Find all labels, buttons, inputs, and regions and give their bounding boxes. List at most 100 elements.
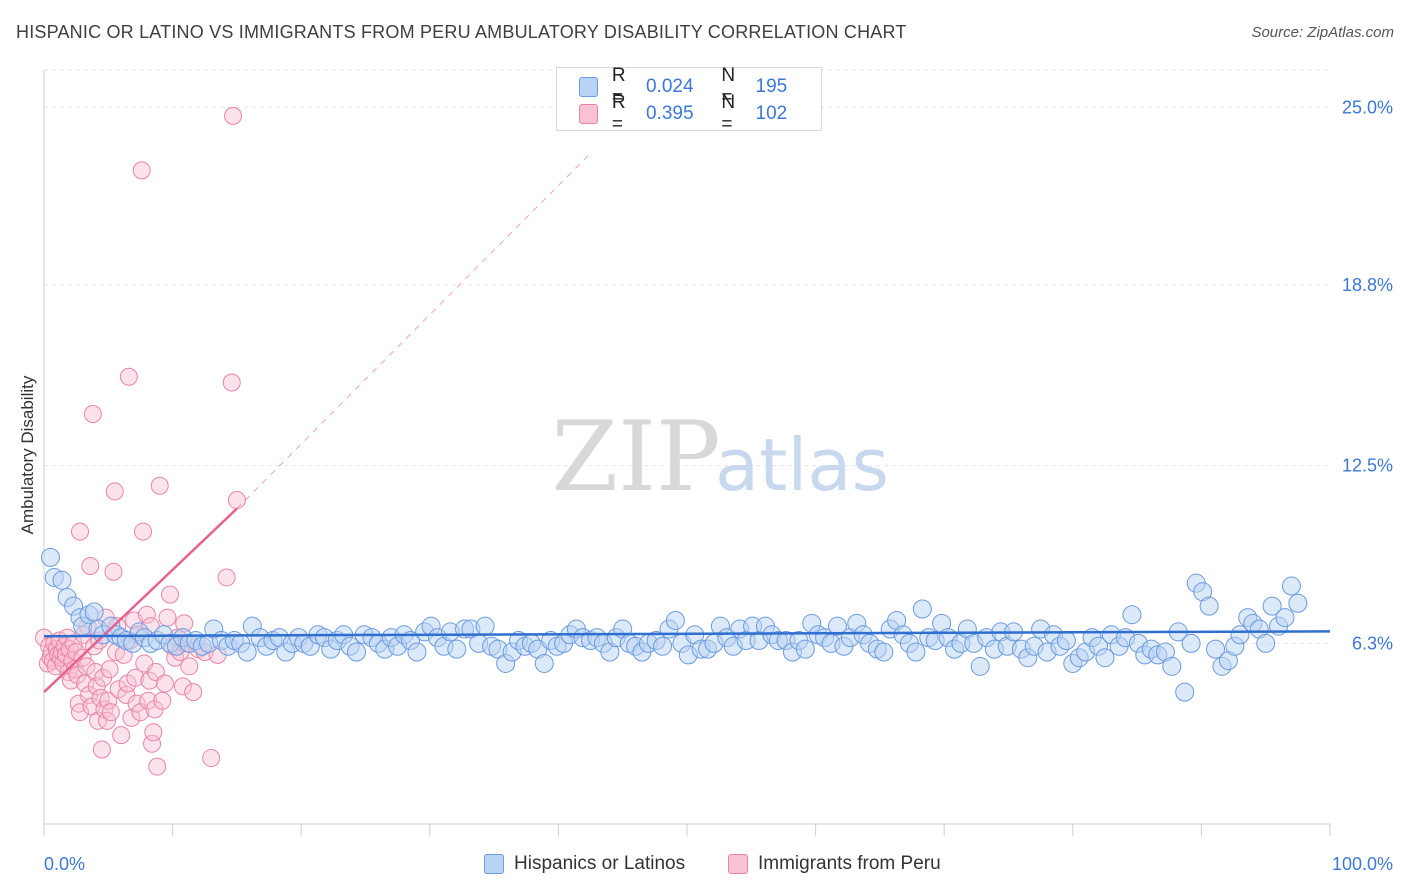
data-point-peru: [132, 161, 151, 180]
data-point-hispanic: [1175, 682, 1195, 702]
bottom-legend-label-hispanics: Hispanics or Latinos: [514, 853, 686, 874]
y-tick-label: 25.0%: [1342, 97, 1393, 117]
data-point-hispanic: [52, 570, 72, 590]
data-point-hispanic: [970, 656, 990, 676]
legend-row-peru: R = 0.395 N = 102: [579, 92, 821, 135]
legend-swatch-blue: [579, 77, 598, 97]
legend-n-value: 195: [755, 76, 788, 97]
legend-n-label: N =: [721, 65, 736, 108]
correlation-legend: R = 0.024 N = 195 R = 0.395 N = 102: [556, 65, 822, 135]
watermark-zip: ZIP: [551, 401, 720, 513]
tick-labels: 6.3% 12.5% 18.8% 25.0% 0.0% 100.0%: [44, 97, 1393, 874]
data-point-peru: [150, 476, 169, 495]
data-point-peru: [81, 556, 100, 575]
data-point-peru: [224, 106, 243, 125]
legend-r-value: 0.395: [645, 103, 694, 124]
data-point-peru: [101, 703, 120, 722]
data-point-peru: [148, 757, 167, 776]
data-point-peru: [105, 482, 124, 501]
legend-r-label: R =: [611, 92, 626, 135]
trend-line-peru: [43, 507, 238, 694]
data-point-hispanic: [407, 642, 427, 662]
data-point-peru: [112, 726, 131, 745]
source-credit: Source: ZipAtlas.com: [1251, 24, 1394, 41]
y-tick-label: 12.5%: [1342, 456, 1393, 476]
data-point-hispanic: [795, 639, 815, 659]
data-point-peru: [222, 373, 241, 392]
data-point-hispanic: [1122, 605, 1142, 625]
data-point-hispanic: [237, 642, 257, 662]
data-point-peru: [227, 491, 246, 510]
data-point-hispanic: [1275, 608, 1295, 628]
data-point-hispanic: [906, 642, 926, 662]
bottom-legend-hispanics: Hispanics or Latinos: [484, 852, 685, 876]
data-point-peru: [71, 522, 90, 541]
data-point-hispanic: [1262, 596, 1282, 616]
watermark-atlas: atlas: [715, 423, 889, 507]
bottom-legend-swatch-pink: [728, 854, 748, 874]
data-point-peru: [98, 711, 117, 730]
data-point-hispanic: [447, 639, 467, 659]
data-point-hispanic: [40, 547, 60, 567]
trend-lines: [43, 152, 1331, 694]
data-point-peru: [71, 703, 90, 722]
bottom-legend-swatch-blue: [484, 854, 504, 874]
data-point-peru: [99, 691, 118, 710]
y-axis-label: Ambulatory Disability: [18, 375, 37, 535]
legend-row-hispanics: R = 0.024 N = 195: [579, 65, 821, 108]
data-point-hispanic: [1230, 625, 1250, 645]
axes: [43, 70, 1331, 836]
data-point-hispanic: [475, 616, 495, 636]
data-point-peru: [92, 740, 111, 759]
data-point-peru: [217, 568, 236, 587]
data-point-hispanic: [912, 599, 932, 619]
data-point-hispanic: [1181, 633, 1201, 653]
data-point-peru: [158, 608, 177, 627]
legend-swatch-pink: [579, 104, 598, 124]
data-point-hispanic: [1162, 656, 1182, 676]
legend-n-value: 102: [755, 103, 788, 124]
data-point-peru: [161, 585, 180, 604]
legend-r-value: 0.024: [645, 76, 694, 97]
data-point-hispanic: [534, 653, 554, 673]
trend-line-peru-extended: [236, 152, 591, 509]
data-point-hispanic: [1206, 639, 1226, 659]
data-point-peru: [134, 522, 153, 541]
data-point-peru: [153, 691, 172, 710]
series-immigrants-from-peru: [35, 106, 246, 776]
data-point-hispanic: [827, 616, 847, 636]
data-point-peru: [126, 668, 145, 687]
data-point-hispanic: [665, 610, 685, 630]
legend-n-label: N =: [721, 92, 736, 135]
chart-title: HISPANIC OR LATINO VS IMMIGRANTS FROM PE…: [16, 22, 907, 42]
data-point-hispanic: [874, 642, 894, 662]
data-point-hispanic: [653, 636, 673, 656]
data-point-peru: [83, 405, 102, 424]
data-point-peru: [89, 711, 108, 730]
data-point-peru: [184, 683, 203, 702]
data-point-peru: [180, 657, 199, 676]
data-point-hispanic: [1056, 631, 1076, 651]
series-hispanics-or-latinos: [40, 547, 1308, 702]
bottom-legend-label-peru: Immigrants from Peru: [758, 853, 941, 874]
data-point-peru: [137, 605, 156, 624]
data-point-peru: [143, 734, 162, 753]
trend-line-hispanics: [43, 630, 1331, 638]
data-point-hispanic: [1199, 596, 1219, 616]
data-point-peru: [155, 674, 174, 693]
y-tick-label: 6.3%: [1352, 633, 1393, 653]
x-tick-label-min: 0.0%: [44, 854, 85, 874]
data-point-peru: [77, 657, 96, 676]
data-point-hispanic: [84, 602, 104, 622]
data-point-peru: [35, 628, 53, 647]
data-point-peru: [100, 660, 119, 679]
data-point-hispanic: [1256, 633, 1276, 653]
legend-r-label: R =: [611, 65, 626, 108]
bottom-legend-peru: Immigrants from Peru: [728, 852, 941, 876]
data-point-peru: [104, 562, 123, 581]
data-point-hispanic: [1095, 648, 1115, 668]
data-point-peru: [73, 648, 92, 667]
data-point-peru: [202, 749, 221, 768]
gridlines: [44, 69, 1330, 644]
